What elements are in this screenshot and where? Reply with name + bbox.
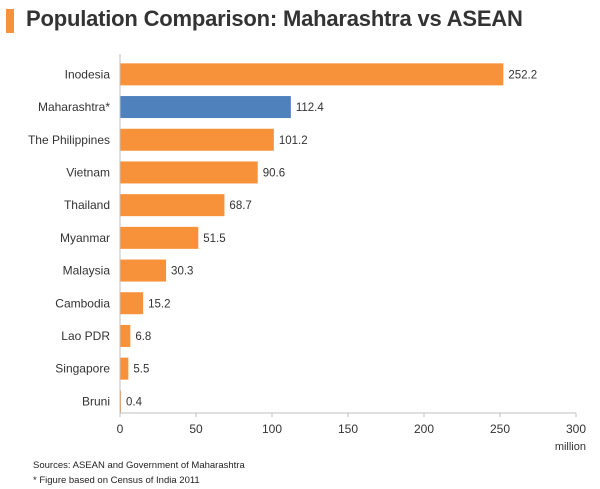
bar [120,96,291,119]
x-tick-label: 50 [189,422,203,436]
x-tick-label: 300 [566,422,586,436]
x-tick-label: 100 [262,422,282,436]
bar [120,161,258,184]
value-label: 90.6 [263,167,285,179]
x-tick-label: 250 [490,422,510,436]
category-label: Myanmar [60,231,110,245]
x-tick-label: 200 [414,422,434,436]
value-label: 101.2 [279,135,308,147]
category-label: Maharashtra* [38,100,110,114]
value-label: 5.5 [133,364,149,376]
source-note: Sources: ASEAN and Government of Maharas… [33,460,245,471]
value-label: 68.7 [229,200,251,212]
category-label: Inodesia [65,67,111,81]
value-label: 15.2 [148,298,170,310]
value-label: 252.2 [508,69,537,81]
category-label: Vietnam [66,165,110,179]
category-label: The Philippines [28,133,110,147]
bar [120,357,129,380]
bar [120,324,131,347]
title-bar: Population Comparison: Maharashtra vs AS… [0,0,600,40]
value-label: 112.4 [296,102,325,114]
bar [120,63,504,86]
chart-title: Population Comparison: Maharashtra vs AS… [26,6,523,31]
value-label: 51.5 [203,233,225,245]
category-label: Thailand [64,198,110,212]
value-label: 30.3 [171,266,193,278]
bar [120,292,144,315]
category-label: Malaysia [63,264,111,278]
category-label: Lao PDR [61,329,110,343]
category-label: Cambodia [55,296,110,310]
footnote: * Figure based on Census of India 2011 [33,475,200,486]
category-label: Singapore [55,362,110,376]
bar [120,259,167,282]
bar [120,226,199,249]
value-label: 6.8 [135,331,151,343]
bar [120,128,274,151]
x-tick-label: 150 [338,422,358,436]
x-tick-label: 0 [117,422,124,436]
value-label: 0.4 [126,396,143,408]
category-label: Bruni [82,394,110,408]
title-accent-bar [6,9,14,33]
chart-notes: Sources: ASEAN and Government of Maharas… [33,458,245,488]
bar [120,194,225,217]
x-axis-unit-label: million [555,441,586,453]
